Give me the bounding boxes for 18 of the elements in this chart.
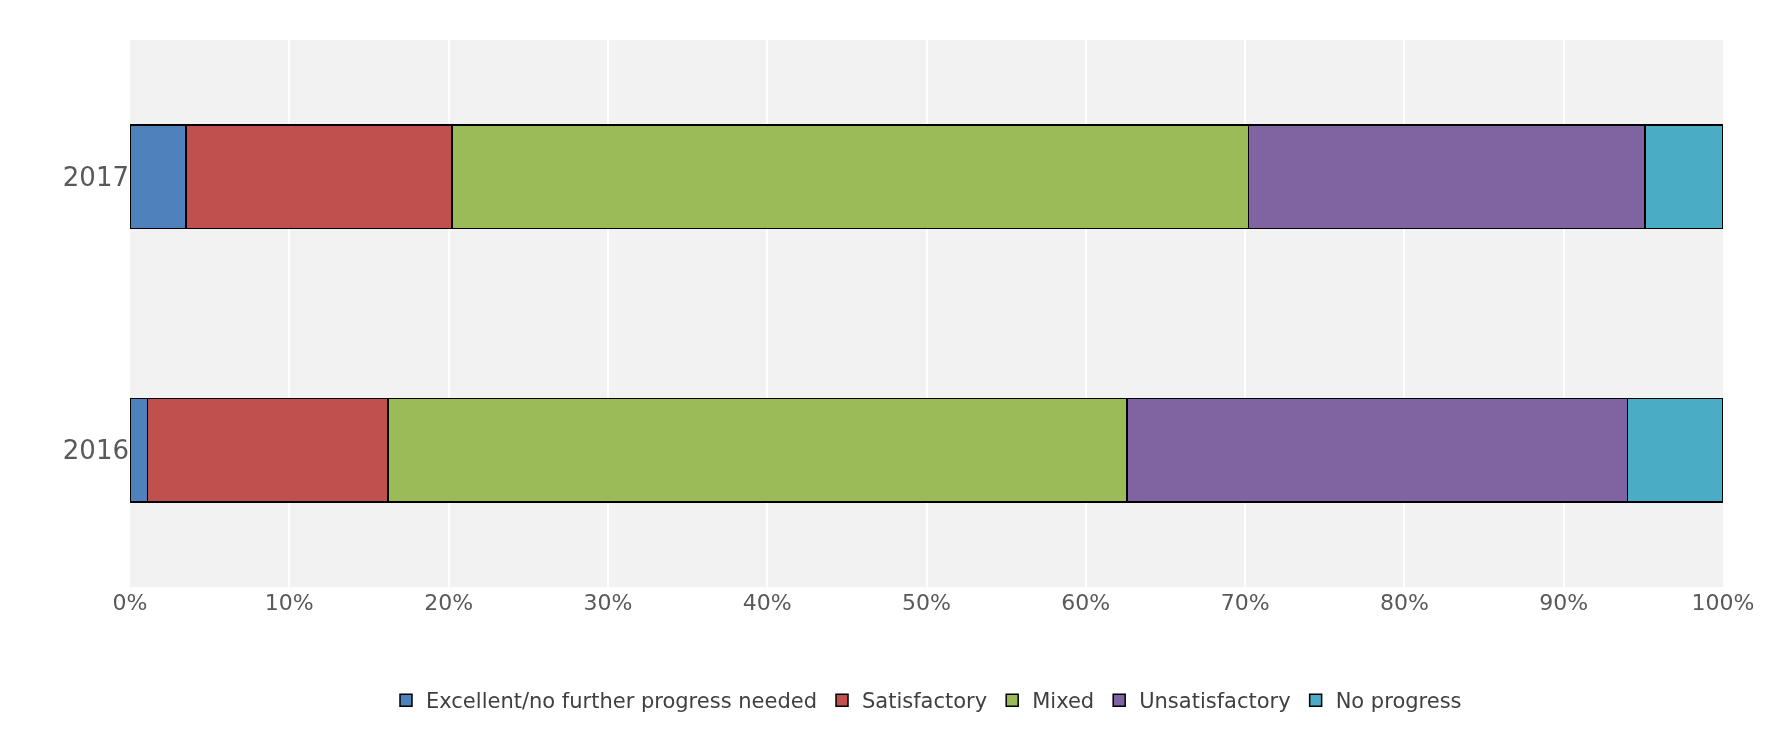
x-tick-label: 100%	[1691, 590, 1755, 615]
x-tick-label: 60%	[1061, 590, 1111, 615]
legend-label: Mixed	[1032, 689, 1095, 714]
x-tick-label: 70%	[1220, 590, 1270, 615]
x-tick-label: 20%	[424, 590, 474, 615]
x-tick-label: 30%	[583, 590, 633, 615]
x-tick-label: 90%	[1539, 590, 1589, 615]
y-tick-label: 2017	[62, 161, 129, 192]
legend-label: Unsatisfactory	[1139, 689, 1291, 714]
x-tick-label: 0%	[112, 590, 148, 615]
y-tick-label: 2016	[62, 435, 129, 466]
legend-label: No progress	[1335, 689, 1462, 714]
x-tick-label: 50%	[902, 590, 951, 615]
x-tick-label: 10%	[264, 590, 314, 615]
legend-label: Satisfactory	[862, 689, 988, 714]
legend-label: Excellent/no further progress needed	[426, 689, 818, 714]
x-tick-label: 80%	[1379, 590, 1429, 615]
x-tick-label: 40%	[742, 590, 792, 615]
